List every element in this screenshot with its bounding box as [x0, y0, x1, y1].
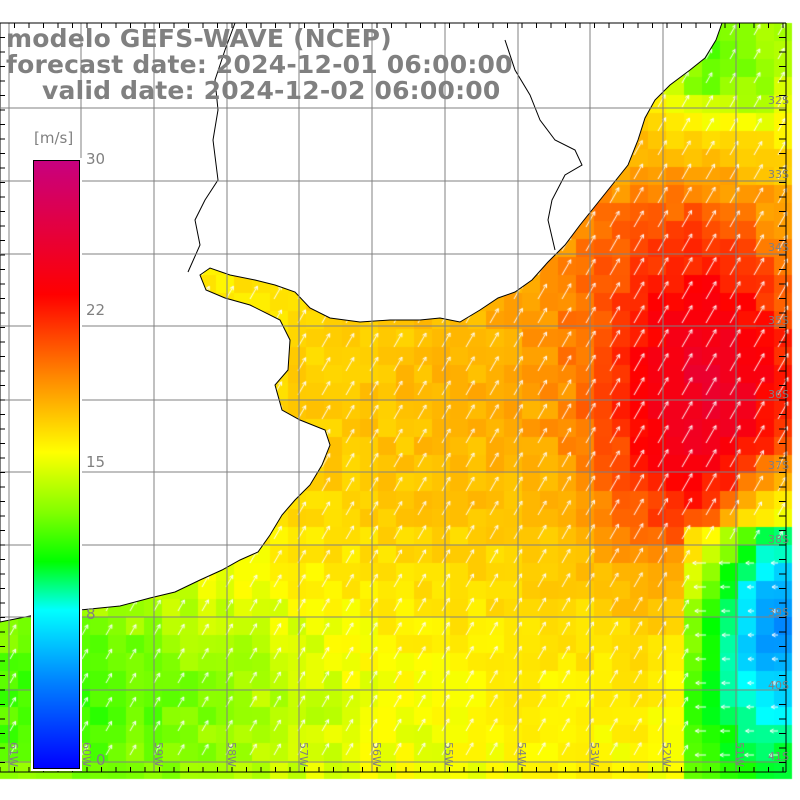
lon-label: 56W [370, 742, 383, 767]
lagoon-outline [504, 39, 583, 251]
colorbar-tick: 30 [86, 150, 106, 168]
lat-label: 38S [768, 533, 789, 546]
colorbar-tick: 15 [86, 453, 106, 471]
lon-label: 52W [660, 742, 673, 767]
lat-lon-grid [0, 23, 786, 772]
colorbar-tick: 22 [86, 301, 106, 319]
land-area [0, 22, 723, 623]
lat-label: 33S [768, 168, 789, 181]
lon-label: 54W [515, 742, 528, 767]
lon-label: 51W [733, 742, 746, 767]
colorbar [33, 160, 80, 769]
border-line [187, 22, 236, 273]
lat-label: 37S [768, 459, 789, 472]
lat-label: 36S [768, 388, 789, 401]
colorbar-tick: 8 [86, 605, 96, 623]
frame-ticks [0, 22, 787, 773]
colorbar-tick: 0 [96, 751, 106, 769]
lon-label: 60W [80, 742, 93, 767]
lon-label: 58W [225, 742, 238, 767]
forecast-date: forecast date: 2024-12-01 06:00:00 [6, 50, 513, 79]
colorbar-unit: [m/s] [34, 129, 74, 147]
lat-label: 39S [768, 606, 789, 619]
lat-label: 32S [768, 94, 789, 107]
lat-label: 41S [768, 750, 789, 763]
lon-label: 61W [7, 742, 20, 767]
lat-label: 34S [768, 241, 789, 254]
lat-label: 35S [768, 314, 789, 327]
valid-date: valid date: 2024-12-02 06:00:00 [42, 76, 501, 105]
lat-label: 40S [768, 679, 789, 692]
lon-label: 57W [297, 742, 310, 767]
model-title: modelo GEFS-WAVE (NCEP) [6, 24, 392, 53]
lon-label: 55W [442, 742, 455, 767]
lon-label: 59W [152, 742, 165, 767]
lon-label: 53W [588, 742, 601, 767]
